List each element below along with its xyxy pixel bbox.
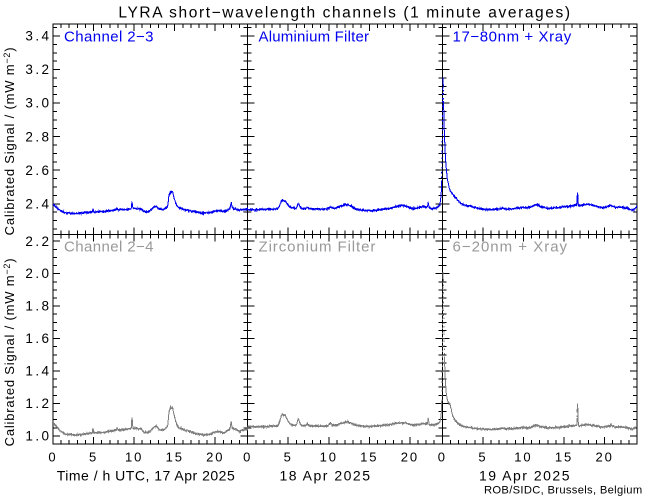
- svg-text:0: 0: [243, 450, 252, 465]
- svg-text:2.0: 2.0: [25, 266, 51, 281]
- svg-text:3.0: 3.0: [25, 96, 51, 111]
- svg-text:1.0: 1.0: [25, 429, 51, 444]
- svg-text:2.2: 2.2: [25, 234, 51, 249]
- svg-text:2.8: 2.8: [25, 129, 51, 144]
- svg-text:17−80nm + Xray: 17−80nm + Xray: [453, 28, 572, 45]
- svg-text:20: 20: [401, 450, 419, 465]
- svg-text:2.4: 2.4: [25, 196, 51, 211]
- svg-text:2.6: 2.6: [25, 163, 51, 178]
- svg-text:3.2: 3.2: [25, 62, 51, 77]
- svg-text:20: 20: [206, 450, 224, 465]
- svg-text:15: 15: [360, 450, 378, 465]
- svg-text:0: 0: [438, 450, 447, 465]
- svg-text:6−20nm + Xray: 6−20nm + Xray: [453, 238, 569, 255]
- svg-text:Aluminium Filter: Aluminium Filter: [259, 28, 370, 45]
- svg-text:15: 15: [166, 450, 184, 465]
- svg-text:Zirconium Filter: Zirconium Filter: [259, 238, 377, 255]
- svg-text:1.2: 1.2: [25, 396, 51, 411]
- svg-text:19 Apr 2025: 19 Apr 2025: [479, 468, 571, 484]
- svg-text:Calibrated Signal / (mW m−2): Calibrated Signal / (mW m−2): [2, 258, 17, 447]
- svg-text:Time / h UTC, 17 Apr 2025: Time / h UTC, 17 Apr 2025: [57, 468, 236, 484]
- svg-text:1.8: 1.8: [25, 299, 51, 314]
- svg-text:10: 10: [514, 450, 532, 465]
- svg-text:Channel 2−3: Channel 2−3: [64, 28, 154, 45]
- svg-text:LYRA short−wavelength channels: LYRA short−wavelength channels (1 minute…: [118, 5, 571, 22]
- svg-text:15: 15: [555, 450, 573, 465]
- svg-text:Calibrated Signal / (mW m−2): Calibrated Signal / (mW m−2): [2, 47, 17, 236]
- svg-text:5: 5: [89, 450, 98, 465]
- svg-text:5: 5: [284, 450, 293, 465]
- svg-text:1.6: 1.6: [25, 331, 51, 346]
- svg-text:0: 0: [48, 450, 57, 465]
- svg-text:ROB/SIDC, Brussels, Belgium: ROB/SIDC, Brussels, Belgium: [484, 485, 642, 497]
- svg-text:20: 20: [595, 450, 613, 465]
- svg-text:10: 10: [320, 450, 338, 465]
- svg-text:10: 10: [125, 450, 143, 465]
- svg-text:5: 5: [478, 450, 487, 465]
- svg-text:3.4: 3.4: [25, 29, 51, 44]
- svg-text:1.4: 1.4: [25, 364, 51, 379]
- svg-text:18 Apr 2025: 18 Apr 2025: [279, 468, 371, 484]
- svg-text:Channel 2−4: Channel 2−4: [64, 238, 154, 255]
